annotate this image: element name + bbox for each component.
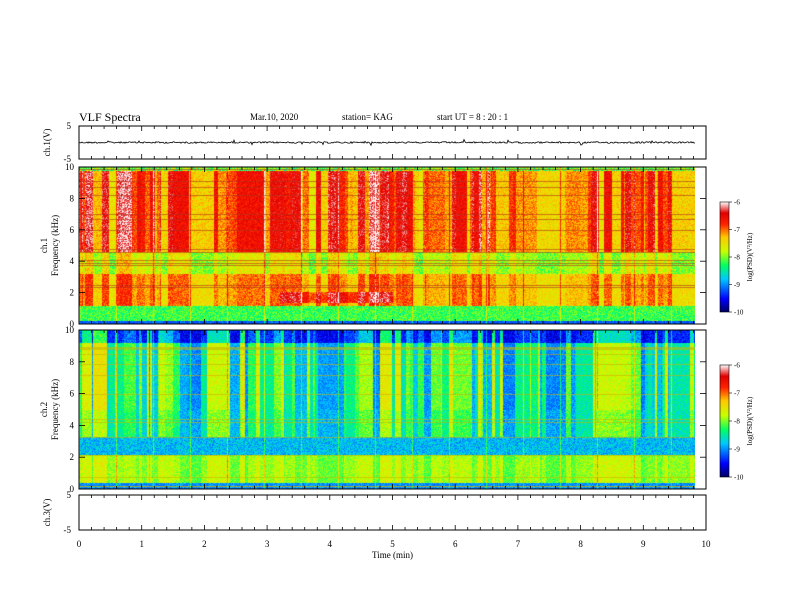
ch1-waveform-line: [78, 138, 696, 147]
y-tick-label: -5: [64, 154, 72, 164]
ch3-waveform-ylabel: ch.3(V): [42, 499, 52, 527]
spectrogram-image: [79, 330, 695, 489]
date-label: Mar.10, 2020: [250, 112, 299, 122]
y-tick-label: 5: [67, 121, 72, 131]
x-tick-label: 7: [516, 539, 521, 549]
x-tick-label: 4: [328, 539, 333, 549]
station-label: station= KAG: [342, 112, 393, 122]
spectrogram-ylabel-channel: ch.2: [39, 402, 49, 417]
y-tick-label: 2: [70, 288, 75, 298]
y-tick-label: 6: [70, 389, 75, 399]
colorbar-tick-label: -7: [734, 226, 740, 234]
colorbar-label: log(PSD)(V²/Hz): [746, 232, 754, 281]
y-tick-label: 0: [70, 484, 75, 494]
y-tick-label: 4: [70, 420, 75, 430]
colorbar-tick-label: -10: [734, 474, 744, 482]
colorbar-tick-label: -8: [734, 418, 740, 426]
y-tick-label: 2: [70, 452, 75, 462]
x-tick-label: 2: [202, 539, 207, 549]
x-tick-label: 6: [453, 539, 458, 549]
y-tick-label: 4: [70, 256, 75, 266]
colorbar-tick-label: -10: [734, 309, 744, 317]
y-tick-label: 8: [70, 357, 75, 367]
ch3-waveform-frame: [78, 494, 707, 531]
colorbar-label: log(PSD)(V²/Hz): [746, 396, 754, 445]
x-axis-label: Time (min): [372, 550, 413, 560]
x-tick-label: 5: [390, 539, 395, 549]
start-time-label: start UT = 8 : 20 : 1: [437, 112, 509, 122]
colorbar-ch1: [719, 201, 730, 313]
colorbar-tick-label: -9: [734, 446, 740, 454]
y-tick-label: 0: [70, 319, 75, 329]
colorbar-tick-label: -6: [734, 199, 740, 207]
colorbar-tick-label: -9: [734, 281, 740, 289]
x-tick-label: 9: [641, 539, 646, 549]
x-tick-label: 3: [265, 539, 270, 549]
figure-title: VLF Spectra: [79, 110, 141, 124]
x-tick-label: 8: [578, 539, 583, 549]
y-tick-label: -5: [64, 525, 72, 535]
ch1-waveform-ylabel: ch.1(V): [42, 129, 52, 157]
y-tick-label: 10: [65, 325, 75, 335]
y-tick-label: 5: [67, 490, 72, 500]
spectrogram-image: [79, 167, 695, 324]
x-tick-label: 1: [139, 539, 144, 549]
colorbar-tick-label: -7: [734, 390, 740, 398]
colorbar-tick-label: -6: [734, 362, 740, 370]
x-tick-label: 10: [702, 539, 712, 549]
spectrogram-ylabel-channel: ch.1: [39, 238, 49, 253]
spectrogram-ylabel-frequency: Frequency (kHz): [50, 215, 60, 276]
y-tick-label: 6: [70, 225, 75, 235]
x-tick-label: 0: [77, 539, 82, 549]
y-tick-label: 8: [70, 193, 75, 203]
spectrogram-ylabel-frequency: Frequency (kHz): [50, 379, 60, 440]
colorbar-tick-label: -8: [734, 254, 740, 262]
y-tick-label: 10: [65, 162, 75, 172]
colorbar-ch2: [719, 364, 730, 478]
